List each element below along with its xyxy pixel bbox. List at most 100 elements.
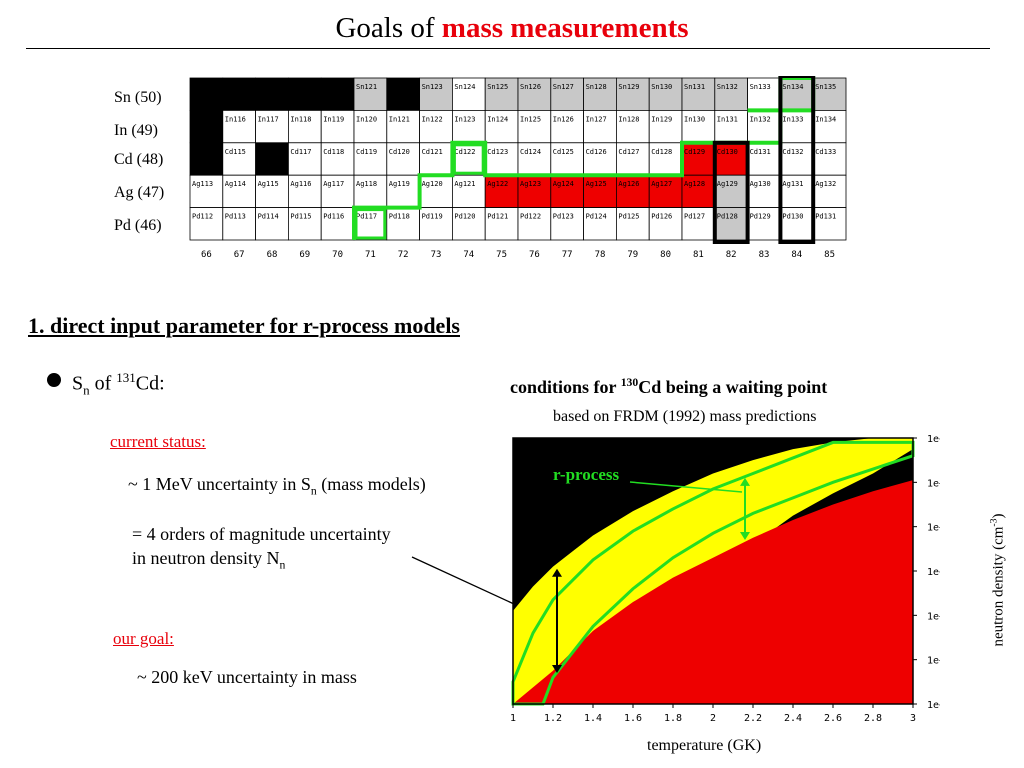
nuclide-cell-label: Ag131 [782,180,803,188]
nuclide-cell [419,207,453,241]
nuclide-cell-label: In132 [750,115,771,123]
nuclide-cell [747,207,781,241]
our-goal-label: our goal: [113,629,174,648]
nuclide-cell [288,207,322,241]
nuclide-cell-label: In130 [684,115,705,123]
neutron-number-label: 78 [595,250,606,260]
x-tick-label: 3 [910,713,916,724]
nuclide-cell [255,110,289,144]
goal-line: ~ 200 keV uncertainty in mass [137,667,357,687]
arrow-head-down [552,664,562,673]
nuclide-cell [484,207,519,241]
nuclide-cell [681,174,716,208]
nuclide-cell-label: In122 [422,115,443,123]
neutron-number-label: 82 [726,250,737,260]
neutron-number-label: 66 [201,250,212,260]
y-tick-label: 1e+30 [927,434,940,445]
rprocess-label: r-process [553,465,620,484]
nuclide-cell-label: Cd118 [323,148,344,156]
nuclide-cell [583,207,617,241]
nuclide-cell-label: In125 [520,115,541,123]
title-highlight: mass measurements [441,12,689,44]
neutron-number-label: 71 [365,250,376,260]
nuclide-cell [681,77,716,111]
slide-title: Goals of mass measurements [0,12,1024,45]
bullet-icon [47,373,61,387]
nuclide-cell [419,110,453,144]
nuclide-cell-label: In120 [356,115,377,123]
title-divider [26,48,990,49]
nuclide-cell-label: Pd121 [487,213,508,221]
nuclide-cell-label: Ag125 [586,180,607,188]
arrow-head-down [740,531,750,540]
nuclide-cell-label: Ag126 [618,180,639,188]
nuclide-cell-label: Sn135 [815,83,836,91]
nuclide-cell [615,77,650,111]
nuclide-cell [419,77,453,111]
nuclide-cell-label: Pd127 [684,213,705,221]
nuclide-cell [648,207,683,241]
nuclide-cell-label: Ag114 [225,180,246,188]
nuclide-cell [550,142,584,176]
nuclide-cell [550,77,584,111]
nuclide-cell [648,110,683,144]
nuclide-cell-label: Ag116 [290,180,311,188]
nuclide-cell-label: Pd129 [750,213,771,221]
nuclide-cell [615,142,650,176]
nuclide-cell-label: Sn131 [684,83,705,91]
nuclide-cell-label: Sn121 [356,83,377,91]
row-label-ag: Ag (47) [114,184,165,201]
nuclide-cell-label: Pd113 [225,213,246,221]
nuclide-cell-label: Cd131 [750,148,771,156]
nuclide-cell-label: Sn124 [454,83,475,91]
nuclide-cell [353,110,388,144]
nuclide-cell-label: Sn126 [520,83,541,91]
nuclide-cell [812,142,847,176]
y-tick-label: 1e+26 [927,523,940,534]
nuclide-cell-label: In117 [258,115,279,123]
nuclide-cell [386,110,421,144]
nuclide-cell-label: Sn129 [618,83,639,91]
nuclide-cell [353,142,388,176]
nuclide-cell-label: Cd123 [487,148,508,156]
nuclide-cell [222,174,256,208]
nuclide-cell-label: In126 [553,115,574,123]
nuclide-cell [189,77,224,111]
nuclide-cell-label: Cd125 [553,148,574,156]
nuclide-cell-label: Pd112 [192,213,213,221]
nuclide-cell-label: Pd126 [651,213,672,221]
nuclide-cell [550,207,584,241]
neutron-number-label: 79 [627,250,638,260]
neutron-number-label: 69 [299,250,310,260]
nuclide-cell-label: In128 [618,115,639,123]
x-tick-label: 2.6 [824,713,842,724]
section-heading: 1. direct input parameter for r-process … [28,313,460,338]
nuclide-cell-label: Cd127 [618,148,639,156]
nuclide-cell [714,174,748,208]
nuclide-cell-label: Ag120 [422,180,443,188]
nuclide-cell [320,142,355,176]
nuclide-cell [353,207,388,241]
red-band [513,480,913,704]
conditions-subtitle: based on FRDM (1992) mass predictions [553,408,817,425]
nuclide-cell-label: Ag122 [487,180,508,188]
nuclide-cell [255,207,289,241]
nuclide-cell-label: In119 [323,115,344,123]
nuclide-cell-label: Ag124 [553,180,574,188]
nuclide-cell [288,77,322,111]
nuclide-cell-label: Cd117 [290,148,311,156]
nuclide-cell-label: Ag119 [389,180,410,188]
neutron-number-label: 67 [234,250,245,260]
title-prefix: Goals of [335,12,442,44]
nuclide-cell-label: Sn128 [586,83,607,91]
uncertainty-line: ~ 1 MeV uncertainty in Sn (mass models) [128,474,426,498]
nuclide-cell [714,207,748,241]
rprocess-label-pointer [629,481,743,493]
x-tick-label: 1.2 [544,713,562,724]
nuclide-cell-label: Ag132 [815,180,836,188]
nuclide-cell-label: Cd115 [225,148,246,156]
neutron-number-label: 75 [496,250,507,260]
row-label-pd: Pd (46) [114,217,162,234]
nuclide-cell-label: Sn123 [422,83,443,91]
nuclide-cell-label: Ag113 [192,180,213,188]
